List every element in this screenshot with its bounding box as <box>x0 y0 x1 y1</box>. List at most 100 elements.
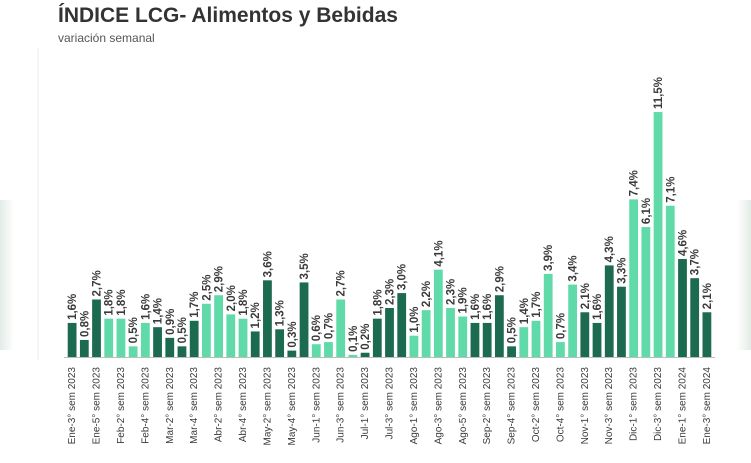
data-label: 1,9% <box>458 287 470 313</box>
bar <box>494 295 504 357</box>
bar <box>299 282 309 357</box>
x-tick-label: Mar-2° sem 2023 <box>165 367 176 444</box>
chart-title: ÍNDICE LCG- Alimentos y Bebidas <box>58 4 398 27</box>
data-label: 1,6% <box>140 294 152 320</box>
bar <box>128 346 138 357</box>
data-label: 2,7% <box>92 270 104 296</box>
bar <box>67 322 77 357</box>
bar <box>275 329 285 357</box>
x-tick-label: May-2° sem 2023 <box>262 367 273 446</box>
bar <box>507 346 516 357</box>
data-label: 2,9% <box>214 266 226 292</box>
bar <box>446 308 455 357</box>
x-tick-label: Ago-1° sem 2023 <box>409 367 420 445</box>
data-label: 2,7% <box>336 270 348 296</box>
data-label: 1,2% <box>250 302 262 328</box>
data-label: 1,4% <box>153 298 165 324</box>
x-tick-label: Ago-5° sem 2023 <box>458 367 469 445</box>
data-label: 0,8% <box>79 311 91 337</box>
data-label: 0,2% <box>360 324 372 350</box>
data-label: 1,6% <box>470 294 482 320</box>
x-tick-label: Abr-4° sem 2023 <box>238 367 249 443</box>
x-tick-label: Feb-4° sem 2023 <box>140 367 151 444</box>
data-label: 0,5% <box>128 317 140 343</box>
data-label: 2,3% <box>446 279 458 305</box>
data-label: 4,3% <box>604 236 616 262</box>
x-tick-label: Feb-2° sem 2023 <box>116 367 127 444</box>
x-tick-label: Dic-3° sem 2023 <box>653 367 664 441</box>
bar <box>201 303 211 357</box>
bar <box>433 269 443 357</box>
x-tick-label: Ene-1° sem 2024 <box>677 367 688 445</box>
data-label: 1,6% <box>67 294 79 320</box>
chart-subtitle: variación semanal <box>58 31 155 45</box>
x-tick-label: Oct-2° sem 2023 <box>531 367 542 443</box>
bar <box>311 344 321 357</box>
bar <box>604 265 614 357</box>
bar <box>348 354 358 357</box>
data-label: 3,6% <box>262 251 274 277</box>
x-tick-label: Sep-2° sem 2023 <box>482 367 493 445</box>
x-tick-label: Nov-3° sem 2023 <box>604 367 615 445</box>
bar <box>226 314 236 357</box>
data-label: 1,3% <box>275 300 287 326</box>
left-edge-shade <box>0 200 14 350</box>
data-label: 1,7% <box>189 292 201 318</box>
data-label: 1,6% <box>592 294 604 320</box>
data-label: 4,6% <box>677 230 689 256</box>
bar <box>92 299 101 357</box>
x-tick-label: Dic-1° sem 2023 <box>629 367 640 441</box>
bar <box>104 318 114 357</box>
bar <box>189 320 199 357</box>
bar <box>165 337 175 357</box>
x-tick-label: Jun-1° sem 2023 <box>311 367 322 443</box>
bar <box>372 318 382 357</box>
data-label: 2,1% <box>580 283 592 309</box>
data-label: 11,5% <box>653 77 665 109</box>
bar <box>531 320 541 357</box>
x-tick-label: May-4° sem 2023 <box>287 367 298 446</box>
data-label: 3,5% <box>299 253 311 279</box>
x-tick-label: Ene-5° sem 2023 <box>92 367 103 445</box>
bar <box>653 112 663 357</box>
bar <box>153 327 162 357</box>
data-label: 1,4% <box>519 298 531 324</box>
bar <box>238 318 248 357</box>
bar <box>250 331 260 357</box>
data-label: 1,6% <box>482 294 494 320</box>
x-tick-label: Ene-3° sem 2024 <box>702 367 713 445</box>
data-label: 0,3% <box>287 321 299 347</box>
bar <box>702 312 712 357</box>
right-edge-shade <box>737 200 751 350</box>
bar <box>543 273 553 357</box>
bar <box>458 316 468 357</box>
data-label: 3,4% <box>568 255 580 281</box>
data-label: 0,6% <box>311 315 323 341</box>
data-label: 2,9% <box>494 266 506 292</box>
bar <box>214 295 223 357</box>
bar <box>641 227 651 357</box>
x-tick-label: Jun-3° sem 2023 <box>336 367 347 443</box>
data-label: 0,5% <box>507 317 519 343</box>
data-label: 3,7% <box>690 249 702 275</box>
x-tick-label: Ago-3° sem 2023 <box>433 367 444 445</box>
data-label: 6,1% <box>641 198 653 224</box>
data-label: 0,7% <box>323 313 335 339</box>
bar <box>324 342 333 357</box>
bar <box>116 318 126 357</box>
bar <box>336 299 346 357</box>
bar <box>665 205 675 357</box>
data-label: 0,9% <box>165 309 177 335</box>
data-label: 0,7% <box>555 313 567 339</box>
data-label: 2,2% <box>421 281 433 307</box>
data-label: 2,3% <box>385 279 397 305</box>
x-tick-label: Jul-3° sem 2023 <box>385 367 396 440</box>
data-label: 0,1% <box>348 326 360 352</box>
bar <box>263 280 272 357</box>
x-tick-label: Jul-1° sem 2023 <box>360 367 371 440</box>
data-label: 7,1% <box>665 177 677 203</box>
data-label: 3,9% <box>543 245 555 271</box>
bar <box>519 327 529 357</box>
data-label: 2,5% <box>201 275 213 301</box>
